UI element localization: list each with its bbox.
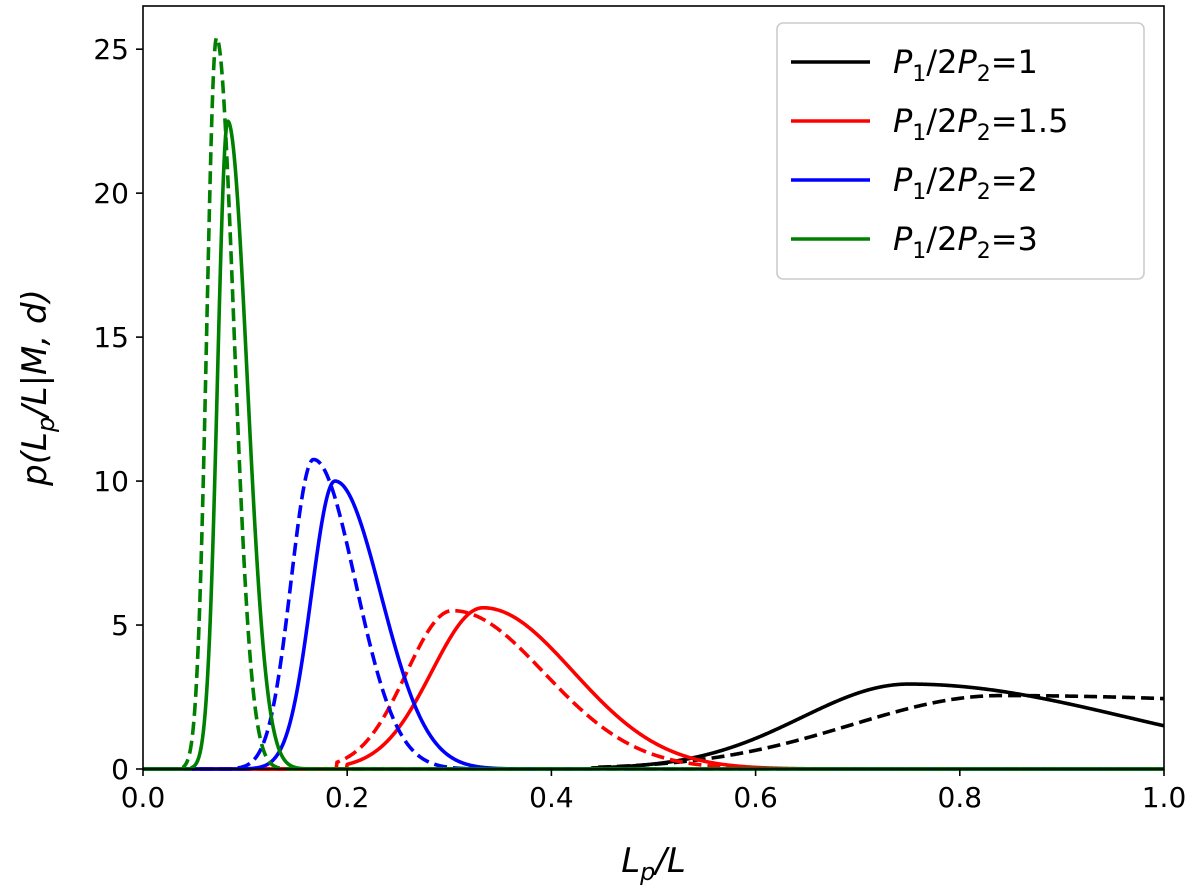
series-2-dashed-line xyxy=(142,457,1165,771)
y-tick-label: 0 xyxy=(111,753,129,786)
y-tick-label: 25 xyxy=(93,33,129,66)
legend-box xyxy=(776,22,1145,280)
x-tick-label: 0.8 xyxy=(938,781,983,814)
series-2-solid-line xyxy=(142,479,1165,771)
legend: P1/2P2=1 P1/2P2=1.5 P1/2P2=2 P1/2P2=3 xyxy=(776,22,1145,280)
y-tick-label: 5 xyxy=(111,609,129,642)
y-axis-label: p(Lp/L|M, d) xyxy=(15,289,60,487)
legend-entry-label: P1/2P2=1 xyxy=(893,43,1038,87)
x-tick-label: 1.0 xyxy=(1142,781,1187,814)
x-tick-label: 0.4 xyxy=(529,781,574,814)
axes: 0.0 0.2 0.4 0.6 0.8 1.0 0 5 10 15 20 25 Lp/L p(Lp/L|M… xyxy=(15,5,1187,886)
legend-entry-label: P1/2P2=3 xyxy=(893,220,1038,264)
x-tick-label: 0.2 xyxy=(325,781,370,814)
legend-entry-label: P1/2P2=1.5 xyxy=(893,102,1068,146)
y-tick-label: 10 xyxy=(93,465,129,498)
x-axis-label: Lp/L xyxy=(621,841,686,886)
series-0-dashed-line xyxy=(142,693,1165,771)
legend-entry-label: P1/2P2=2 xyxy=(893,161,1038,205)
x-tick-label: 0.6 xyxy=(733,781,778,814)
y-tick-label: 15 xyxy=(93,321,129,354)
plot-frame xyxy=(142,5,1165,770)
x-tick-label: 0.0 xyxy=(121,781,166,814)
y-tick-label: 20 xyxy=(93,177,129,210)
